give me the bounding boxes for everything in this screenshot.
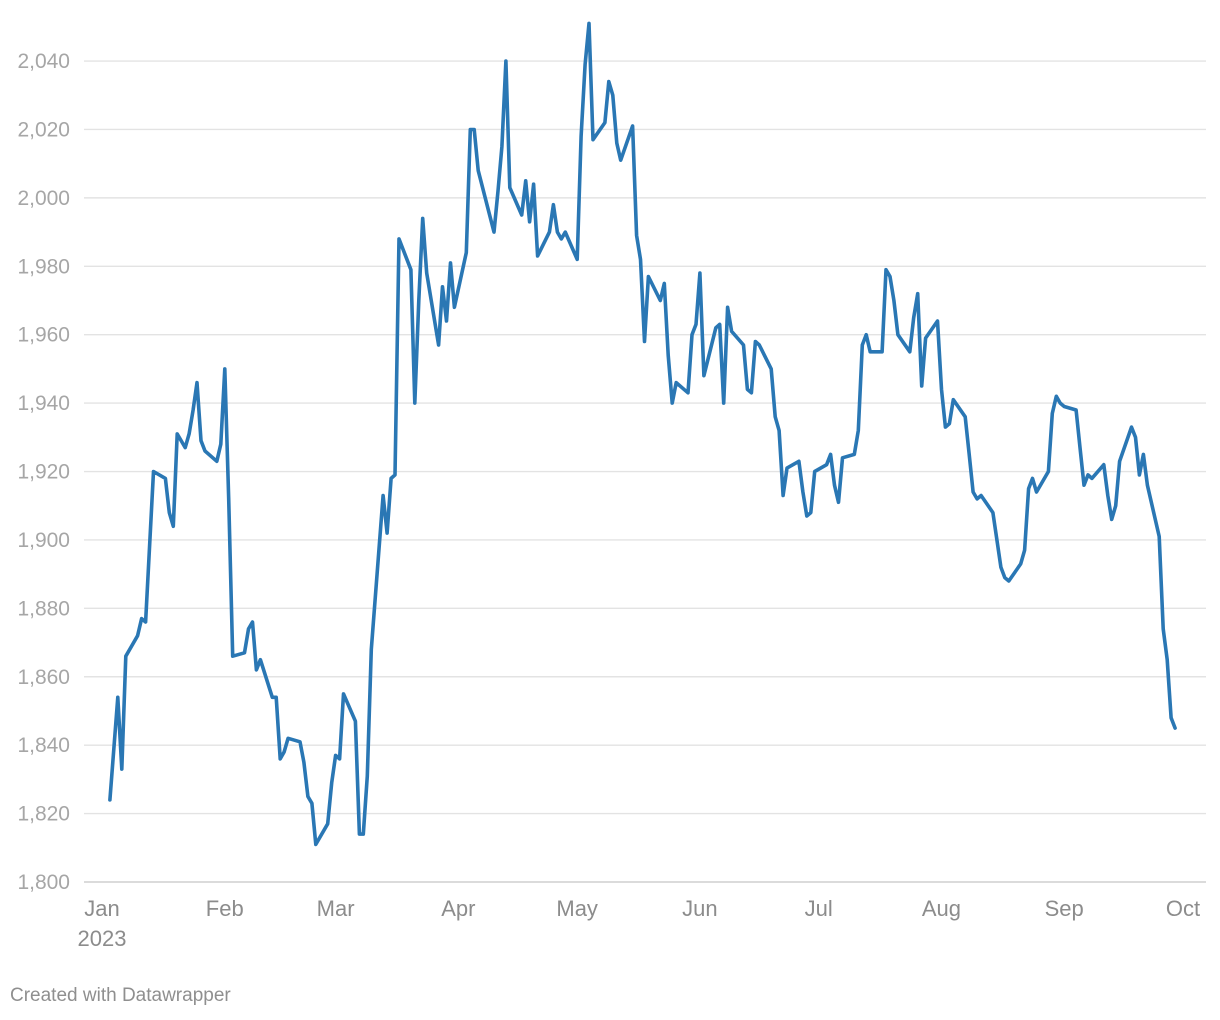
y-tick-label-2020: 2,020 xyxy=(17,118,70,141)
y-tick-label-1900: 1,900 xyxy=(17,529,70,552)
y-tick-label-1860: 1,860 xyxy=(17,666,70,689)
x-tick-label-oct: Oct xyxy=(1166,896,1200,921)
y-tick-label-1940: 1,940 xyxy=(17,392,70,415)
x-axis: Jan 2023 Feb Mar Apr May Jun Jul Aug Sep Oct xyxy=(78,896,1201,951)
y-tick-label-2040: 2,040 xyxy=(17,50,70,73)
series-layer xyxy=(108,21,1177,847)
y-tick-label-1800: 1,800 xyxy=(17,871,70,894)
y-tick-label-1880: 1,880 xyxy=(17,597,70,620)
x-tick-label-jul: Jul xyxy=(805,896,833,921)
x-tick-sublabel-year: 2023 xyxy=(78,926,127,951)
series-line-0 xyxy=(108,21,1177,847)
x-tick-label-mar: Mar xyxy=(317,896,355,921)
gridlines xyxy=(84,60,1206,883)
y-tick-label-1820: 1,820 xyxy=(17,803,70,826)
y-axis: 1,800 1,820 1,840 1,860 1,880 1,900 1,920 1,940… xyxy=(17,50,70,894)
y-tick-label-2000: 2,000 xyxy=(17,187,70,210)
y-tick-label-1980: 1,980 xyxy=(17,255,70,278)
x-tick-label-jun: Jun xyxy=(682,896,717,921)
x-tick-label-feb: Feb xyxy=(206,896,244,921)
x-tick-label-may: May xyxy=(556,896,598,921)
x-tick-label-aug: Aug xyxy=(922,896,961,921)
x-tick-label-jan: Jan xyxy=(84,896,119,921)
y-tick-label-1840: 1,840 xyxy=(17,734,70,757)
x-tick-label-apr: Apr xyxy=(441,896,475,921)
y-tick-label-1920: 1,920 xyxy=(17,461,70,484)
x-tick-label-sep: Sep xyxy=(1045,896,1084,921)
y-tick-label-1960: 1,960 xyxy=(17,324,70,347)
credit-text: Created with Datawrapper xyxy=(10,985,231,1006)
